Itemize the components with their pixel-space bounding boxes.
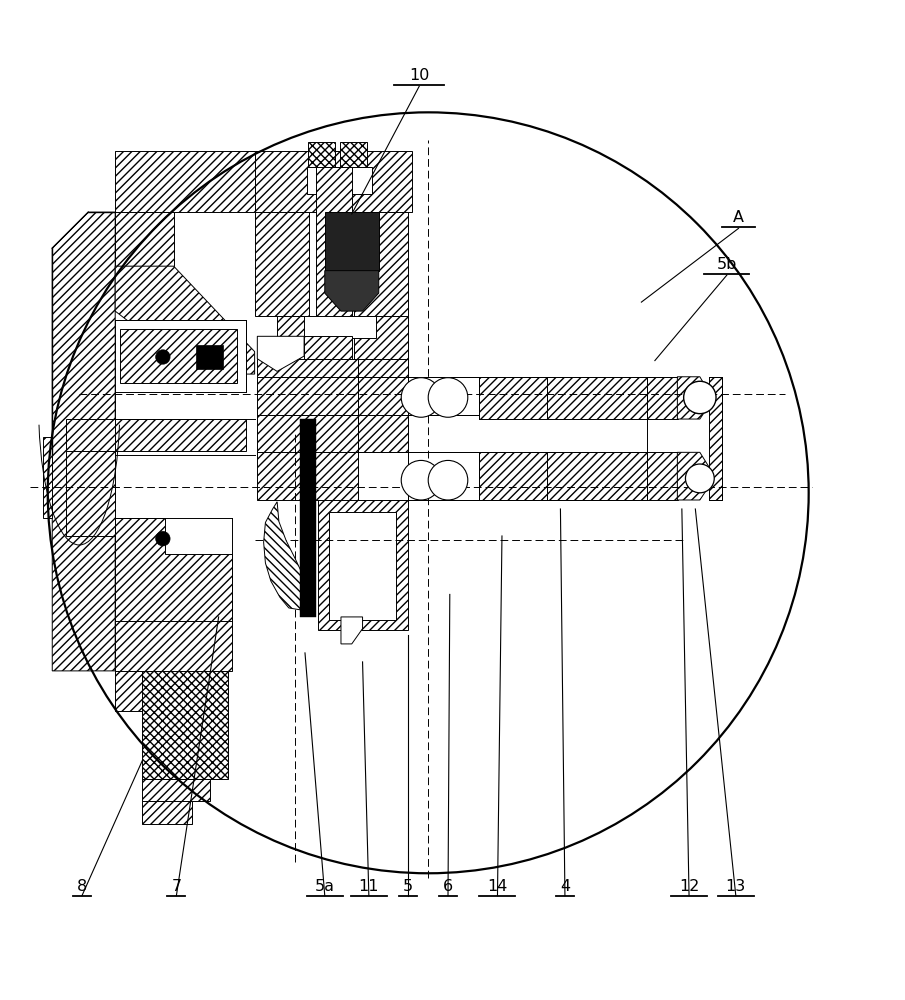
Circle shape	[156, 350, 170, 364]
Bar	[115, 621, 233, 671]
Bar	[407, 452, 480, 500]
Bar	[254, 212, 309, 316]
Bar	[196, 345, 224, 369]
Bar	[115, 671, 165, 711]
Bar	[358, 377, 407, 415]
Bar	[354, 316, 407, 433]
Polygon shape	[115, 320, 245, 392]
Bar	[142, 801, 192, 824]
Text: 4: 4	[560, 879, 570, 894]
Text: 10: 10	[409, 68, 429, 83]
Circle shape	[48, 112, 809, 873]
Bar	[407, 377, 480, 415]
Text: 6: 6	[443, 879, 453, 894]
Text: 14: 14	[487, 879, 508, 894]
Bar	[66, 419, 245, 451]
Bar	[358, 359, 407, 377]
Circle shape	[401, 378, 441, 417]
Bar	[277, 316, 311, 433]
Bar	[257, 377, 358, 415]
Text: 5b: 5b	[717, 257, 737, 272]
Bar	[115, 212, 174, 266]
Bar	[709, 377, 722, 500]
Bar	[340, 142, 367, 167]
Bar	[142, 671, 228, 779]
Polygon shape	[115, 518, 233, 621]
Polygon shape	[325, 271, 379, 311]
Polygon shape	[43, 437, 52, 518]
Bar	[358, 415, 407, 452]
Circle shape	[685, 464, 714, 493]
Polygon shape	[677, 452, 709, 500]
Circle shape	[683, 381, 716, 414]
Polygon shape	[263, 502, 313, 610]
Polygon shape	[341, 617, 363, 644]
Polygon shape	[115, 266, 254, 374]
Bar	[307, 167, 372, 194]
Bar	[325, 212, 379, 271]
Text: 12: 12	[679, 879, 700, 894]
Circle shape	[401, 460, 441, 500]
Polygon shape	[304, 336, 352, 359]
Polygon shape	[52, 212, 115, 671]
Text: 7: 7	[171, 879, 181, 894]
Bar	[318, 500, 407, 630]
Bar	[329, 512, 395, 620]
Bar	[480, 452, 547, 500]
Bar	[142, 779, 210, 801]
Bar	[547, 377, 648, 419]
Bar	[316, 167, 352, 433]
Text: 13: 13	[726, 879, 746, 894]
Bar	[257, 415, 358, 452]
Text: 11: 11	[358, 879, 379, 894]
Polygon shape	[257, 336, 304, 371]
Bar	[119, 329, 236, 383]
Bar	[257, 452, 358, 500]
Text: 8: 8	[77, 879, 87, 894]
Bar	[300, 419, 316, 617]
Text: 5a: 5a	[315, 879, 335, 894]
Bar	[257, 359, 358, 377]
Circle shape	[428, 378, 468, 417]
Bar	[647, 377, 678, 419]
Text: A: A	[733, 210, 744, 225]
Bar	[647, 452, 678, 500]
Bar	[308, 142, 335, 167]
Circle shape	[428, 460, 468, 500]
Bar	[304, 316, 376, 338]
Text: 5: 5	[403, 879, 413, 894]
Bar	[115, 151, 254, 212]
Bar	[480, 377, 547, 419]
Bar	[254, 151, 412, 212]
Circle shape	[156, 531, 170, 546]
Bar	[66, 451, 115, 536]
Bar	[354, 212, 407, 316]
Bar	[547, 452, 648, 500]
Polygon shape	[677, 377, 709, 419]
